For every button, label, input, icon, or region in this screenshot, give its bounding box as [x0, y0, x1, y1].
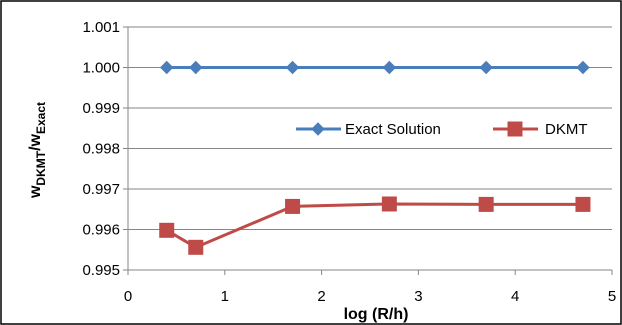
x-axis-label: log (R/h): [344, 306, 409, 323]
y-tick-label: 1.001: [82, 19, 120, 36]
y-axis-label-sub2: Exact: [34, 102, 48, 134]
x-tick-label: 5: [608, 288, 616, 305]
y-axis-label-main: w: [27, 185, 44, 199]
data-point: [478, 196, 494, 212]
series-0: [160, 60, 590, 75]
y-tick-labels: 0.995 0.996 0.997 0.998 0.999 1.000 1.001: [82, 19, 120, 279]
y-axis-label-sub1: DKMT: [34, 150, 48, 185]
y-axis-label-sep: /w: [27, 133, 44, 150]
data-point: [159, 222, 175, 238]
data-point: [576, 60, 590, 75]
data-point: [479, 60, 493, 75]
legend-label: DKMT: [545, 121, 588, 138]
x-tick-labels: 0 1 2 3 4 5: [124, 288, 616, 305]
legend-item-0: Exact Solution: [296, 121, 441, 138]
x-tick-label: 0: [124, 288, 132, 305]
y-tick-label: 0.999: [82, 100, 120, 117]
series-group: [159, 60, 591, 255]
legend-label: Exact Solution: [345, 121, 441, 138]
y-tick-label: 0.995: [82, 262, 120, 279]
legend: Exact Solution DKMT: [296, 121, 588, 138]
data-point: [285, 198, 301, 214]
x-tick-label: 2: [317, 288, 325, 305]
data-point: [575, 196, 591, 212]
data-point: [189, 60, 203, 75]
series-1: [159, 196, 591, 255]
legend-marker: [507, 121, 523, 137]
axes: [123, 26, 613, 275]
data-point: [285, 60, 300, 75]
data-point: [381, 196, 397, 212]
legend-item-1: DKMT: [493, 121, 588, 138]
x-tick-label: 3: [414, 288, 422, 305]
y-tick-label: 0.997: [82, 181, 120, 198]
y-tick-label: 1.000: [82, 60, 120, 77]
x-tick-label: 1: [221, 288, 229, 305]
y-axis-label: wDKMT/wExact: [27, 102, 48, 199]
y-tick-label: 0.998: [82, 141, 120, 158]
legend-marker: [311, 122, 325, 136]
y-tick-label: 0.996: [82, 222, 120, 239]
data-point: [382, 60, 397, 75]
data-point: [188, 239, 204, 255]
data-point: [160, 60, 174, 75]
x-tick-label: 4: [511, 288, 519, 305]
